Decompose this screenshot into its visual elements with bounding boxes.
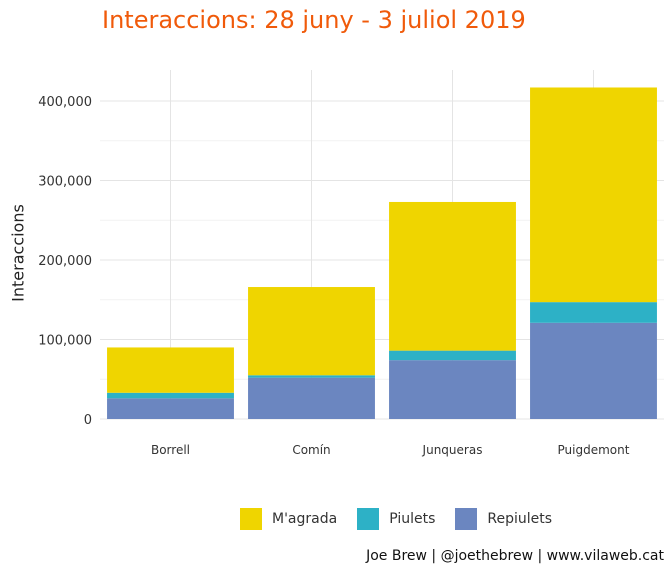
caption: Joe Brew | @joethebrew | www.vilaweb.cat — [366, 548, 664, 564]
x-tick-label: Puigdemont — [558, 443, 630, 457]
legend-label-piulets: Piulets — [389, 511, 436, 527]
bar-piulets-comn — [248, 375, 375, 378]
bar-piulets-borrell — [107, 392, 234, 399]
legend-swatch-repiulets — [455, 508, 478, 530]
legend-label-repiulets: Repiulets — [487, 511, 553, 527]
bar-magrada-junqueras — [389, 201, 516, 351]
bar-magrada-puigdemont — [530, 87, 657, 303]
chart-title: Interaccions: 28 juny - 3 juliol 2019 — [102, 6, 526, 34]
bar-piulets-puigdemont — [530, 302, 657, 323]
legend-item-piulets: Piulets — [357, 508, 435, 530]
x-tick-label: Junqueras — [422, 443, 483, 457]
x-tick-label: Comín — [292, 443, 330, 457]
legend-label-magrada: M'agrada — [272, 511, 338, 527]
bar-repiulets-borrell — [107, 398, 234, 419]
legend-item-repiulets: Repiulets — [455, 508, 552, 530]
legend: M'agrada Piulets Repiulets — [240, 508, 572, 530]
legend-swatch-piulets — [357, 508, 380, 530]
bar-repiulets-comn — [248, 377, 375, 419]
legend-swatch-magrada — [240, 508, 262, 530]
y-tick-label: 400,000 — [38, 95, 92, 110]
y-tick-label: 100,000 — [38, 334, 92, 349]
x-tick-label: Borrell — [151, 443, 190, 457]
legend-item-magrada: M'agrada — [240, 508, 337, 530]
y-tick-label: 300,000 — [38, 175, 92, 190]
bar-repiulets-junqueras — [389, 360, 516, 419]
y-tick-label: 200,000 — [38, 254, 92, 269]
y-tick-label: 0 — [84, 413, 92, 428]
bar-piulets-junqueras — [389, 350, 516, 361]
bar-magrada-borrell — [107, 347, 234, 393]
bar-repiulets-puigdemont — [530, 322, 657, 419]
bar-magrada-comn — [248, 287, 375, 376]
